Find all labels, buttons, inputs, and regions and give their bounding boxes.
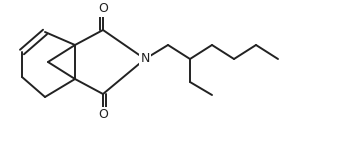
Text: O: O [98,2,108,16]
Text: N: N [140,52,150,66]
Text: O: O [98,109,108,121]
